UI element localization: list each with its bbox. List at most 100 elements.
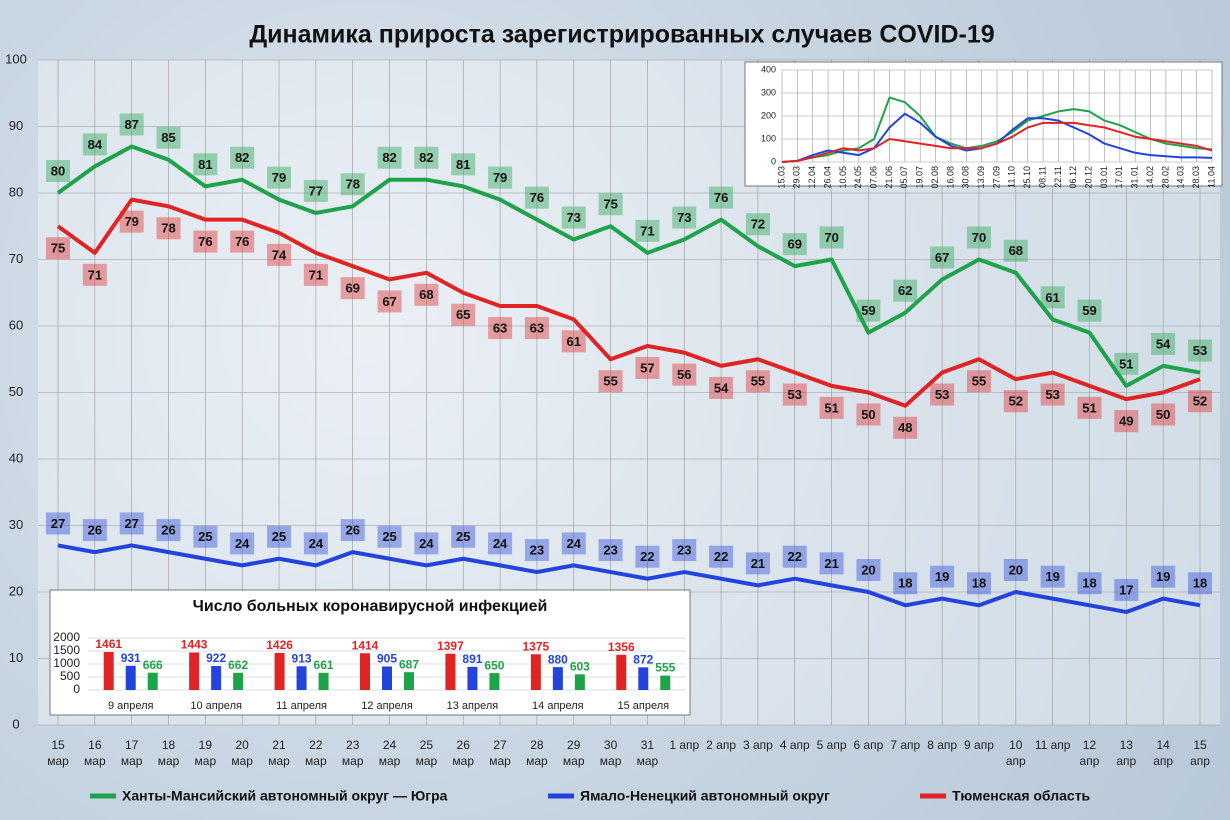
value-label-box: [561, 206, 586, 229]
value-label: 24: [493, 536, 508, 551]
x-tick-label: 13.09: [976, 166, 986, 189]
x-tick-label: 6 апр: [853, 738, 884, 752]
x-tick-label: 15 мар: [47, 738, 69, 768]
y-tick-label: 70: [9, 251, 23, 266]
value-label: 73: [677, 210, 691, 225]
x-tick-label: 24.05: [853, 166, 863, 189]
value-label-box: [524, 317, 549, 340]
x-tick-label: 30 мар: [599, 738, 622, 768]
bar: [530, 654, 541, 690]
value-label: 49: [1119, 414, 1133, 429]
value-label: 59: [861, 303, 875, 318]
value-label: 25: [456, 529, 470, 544]
value-label-box: [819, 552, 844, 575]
value-label: 62: [898, 283, 912, 298]
value-label: 77: [309, 183, 323, 198]
value-label: 70: [824, 230, 838, 245]
y-tick-label: 20: [9, 583, 23, 598]
x-tick-label: 16.08: [945, 166, 955, 189]
value-label-box: [524, 186, 549, 209]
value-label-box: [119, 512, 144, 535]
value-label-box: [1077, 299, 1102, 322]
y-tick-label: 1500: [53, 643, 80, 657]
value-label-box: [340, 519, 365, 542]
x-tick-label: 15 апр: [1190, 738, 1210, 768]
value-label: 1397: [437, 639, 464, 653]
value-label-box: [930, 383, 955, 406]
value-label: 19: [1156, 569, 1170, 584]
value-label: 50: [861, 407, 875, 422]
x-tick-label: 02.08: [930, 166, 940, 189]
x-tick-label: 3 апр: [742, 738, 773, 752]
x-tick-label: 20 мар: [231, 738, 253, 768]
value-label-box: [119, 210, 144, 233]
value-label-box: [856, 299, 881, 322]
value-label: 1414: [352, 638, 379, 652]
value-label: 913: [292, 651, 312, 665]
bar: [189, 652, 200, 690]
value-label: 603: [570, 659, 590, 673]
value-label: 51: [1082, 400, 1096, 415]
bar: [103, 652, 114, 690]
x-tick-label: 11 апр: [1034, 738, 1071, 752]
y-tick-label: 0: [771, 156, 776, 166]
value-label: 23: [603, 542, 617, 557]
x-tick-label: 23 мар: [341, 738, 364, 768]
y-tick-label: 10: [9, 650, 23, 665]
x-tick-label: 28 мар: [526, 738, 548, 768]
value-label-box: [230, 532, 255, 555]
value-label: 82: [382, 150, 396, 165]
value-label: 72: [751, 217, 765, 232]
bar: [467, 666, 478, 690]
value-label: 51: [824, 400, 838, 415]
value-label: 1356: [608, 640, 635, 654]
value-label-box: [46, 237, 70, 260]
value-label: 18: [972, 576, 986, 591]
x-tick-label: 9 апреля: [108, 700, 154, 712]
value-label-box: [598, 193, 623, 216]
x-tick-label: 20.12: [1084, 166, 1094, 189]
value-label: 82: [235, 150, 249, 165]
value-label: 57: [640, 360, 654, 375]
value-label: 21: [824, 556, 838, 571]
x-tick-label: 10.05: [838, 166, 848, 189]
value-label: 79: [493, 170, 507, 185]
value-label: 27: [124, 516, 138, 531]
value-label: 74: [272, 247, 287, 262]
x-tick-label: 28.03: [1191, 166, 1201, 189]
x-tick-label: 21.06: [884, 166, 894, 189]
x-tick-label: 22 мар: [305, 738, 327, 768]
value-label-box: [893, 572, 918, 595]
value-label: 50: [1156, 407, 1170, 422]
y-tick-label: 2000: [53, 630, 80, 644]
x-tick-label: 07.06: [869, 166, 879, 189]
y-tick-label: 0: [73, 682, 80, 696]
value-label: 1426: [266, 638, 293, 652]
value-label: 81: [456, 157, 470, 172]
value-label: 880: [548, 652, 568, 666]
value-label: 22: [640, 549, 654, 564]
value-label-box: [893, 416, 918, 439]
value-label-box: [1151, 332, 1176, 355]
value-label-box: [930, 565, 955, 588]
value-label: 19: [1045, 569, 1059, 584]
inset-panel: [49, 589, 691, 716]
value-label: 18: [898, 576, 912, 591]
y-tick-label: 50: [9, 384, 23, 399]
value-label-box: [303, 263, 328, 286]
value-label: 71: [309, 267, 323, 282]
value-label-box: [745, 552, 770, 575]
value-label: 52: [1009, 394, 1023, 409]
bar: [147, 672, 158, 690]
x-tick-label: 14.03: [1176, 166, 1186, 189]
value-label: 666: [143, 658, 163, 672]
y-tick-label: 500: [60, 669, 80, 683]
value-label: 26: [161, 523, 175, 538]
value-label-box: [488, 166, 513, 189]
x-tick-label: 7 апр: [890, 738, 921, 752]
series-line: [56, 144, 1201, 388]
value-label: 54: [1156, 336, 1171, 351]
value-label: 26: [345, 523, 359, 538]
value-label: 1443: [181, 638, 208, 652]
value-label-box: [966, 226, 991, 249]
